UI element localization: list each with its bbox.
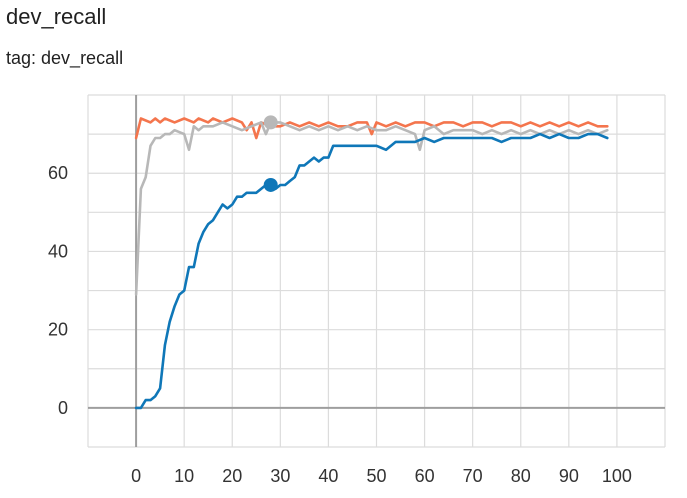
hover-marker-1	[263, 177, 278, 192]
series-lines	[134, 117, 609, 410]
x-tick-label: 0	[131, 466, 141, 486]
tag-value: dev_recall	[41, 48, 124, 68]
y-tick-label: 60	[48, 163, 68, 183]
tag-prefix: tag:	[6, 48, 42, 68]
y-tick-label: 40	[48, 241, 68, 261]
x-tick-label: 100	[602, 466, 632, 486]
chart-tag: tag: dev_recall	[6, 48, 123, 69]
x-tick-label: 90	[559, 466, 579, 486]
x-tick-label: 30	[270, 466, 290, 486]
series-line-0	[134, 117, 609, 140]
x-tick-labels: 0 10 20 30 40 50 60 70 80 90 100	[131, 466, 632, 486]
x-tick-label: 10	[174, 466, 194, 486]
chart-title: dev_recall	[6, 4, 107, 29]
x-tick-label: 20	[222, 466, 242, 486]
grid-lines	[87, 94, 666, 448]
series-line-2	[134, 132, 609, 410]
x-tick-label: 80	[511, 466, 531, 486]
y-tick-labels: 0 20 40 60	[48, 163, 68, 418]
hover-markers	[263, 115, 278, 192]
series-line-1	[134, 121, 609, 296]
x-tick-label: 50	[366, 466, 386, 486]
y-tick-label: 0	[58, 398, 68, 418]
y-tick-label: 20	[48, 320, 68, 340]
hover-marker-0	[263, 115, 278, 130]
x-tick-label: 40	[318, 466, 338, 486]
x-tick-label: 70	[463, 466, 483, 486]
x-tick-label: 60	[415, 466, 435, 486]
